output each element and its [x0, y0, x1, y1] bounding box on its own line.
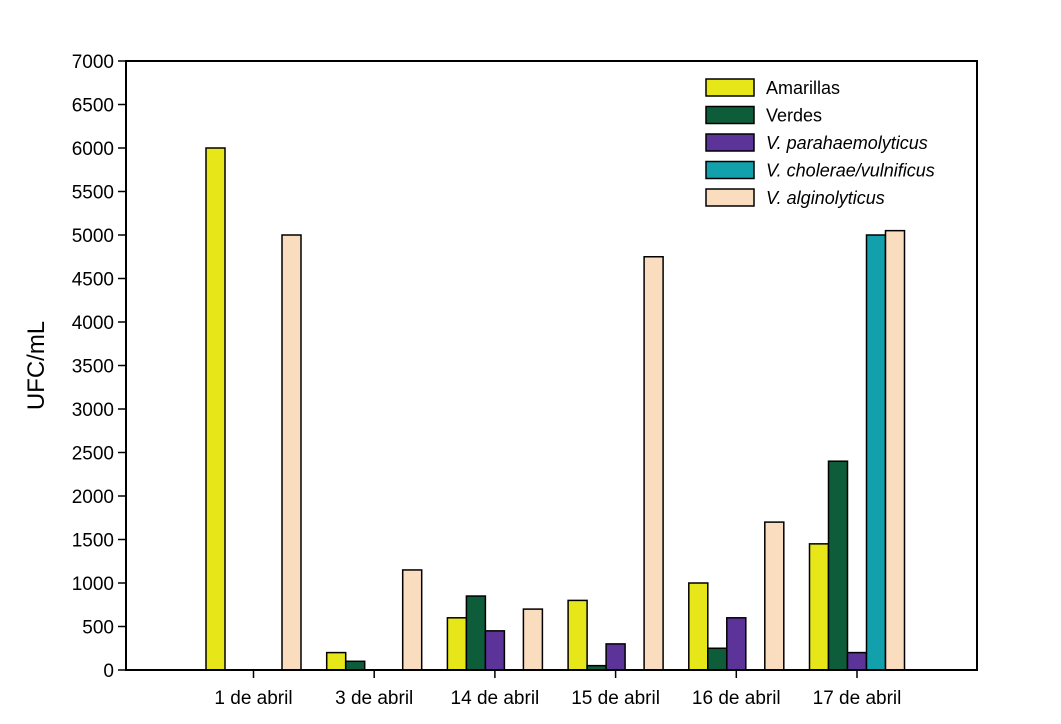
bar: [446, 617, 468, 671]
bars: [205, 147, 906, 671]
x-tick-label: 17 de abril: [813, 688, 902, 709]
y-tick-label: 6500: [72, 96, 114, 117]
y-tick-label: 3500: [72, 357, 114, 378]
y-tick-label: 4000: [72, 313, 114, 334]
x-tick-label: 14 de abril: [451, 688, 540, 709]
bar: [707, 647, 728, 671]
y-tick-label: 2500: [72, 444, 114, 465]
bar: [643, 256, 664, 671]
bar: [522, 608, 544, 671]
y-tick-label: 3000: [72, 400, 114, 421]
bar: [401, 569, 423, 671]
bar: [325, 651, 347, 671]
y-tick-label: 5000: [72, 226, 114, 247]
bar: [688, 582, 709, 671]
y-tick-label: 1500: [72, 531, 114, 552]
x-axis: 1 de abril 3 de abril 14 de abril 15 de abr…: [214, 670, 901, 709]
y-tick-label: 6000: [72, 139, 114, 160]
y-tick-label: 2000: [72, 487, 114, 508]
bar: [567, 599, 588, 671]
legend-label: V. alginolyticus: [766, 188, 885, 208]
x-tick-label: 15 de abril: [571, 688, 660, 709]
bar: [726, 617, 747, 671]
y-axis: 0 500 1000 1500 2000 2500 3000 3500 4000 4500 5000…: [72, 52, 126, 682]
y-axis-title: UFC/mL: [23, 321, 50, 410]
bar: [827, 460, 849, 671]
bar: [884, 229, 906, 671]
legend-label: Amarillas: [766, 78, 840, 98]
bar: [605, 643, 626, 671]
legend-swatch: [705, 133, 755, 152]
bar: [808, 543, 830, 671]
legend: Amarillas Verdes V. parahaemolyticus V. cho…: [705, 78, 935, 208]
legend-swatch: [705, 188, 755, 207]
bar: [344, 660, 366, 671]
legend-label: V. cholerae/vulnificus: [766, 161, 935, 181]
y-tick-label: 0: [103, 661, 114, 682]
plot-frame: [125, 60, 978, 671]
bar: [846, 651, 868, 671]
bar: [865, 234, 887, 671]
legend-label: Verdes: [766, 106, 822, 126]
bar: [205, 147, 226, 671]
legend-swatch: [705, 160, 755, 180]
bar: [281, 234, 302, 671]
y-tick-label: 500: [82, 618, 114, 639]
bar: [465, 595, 487, 671]
y-tick-label: 7000: [72, 52, 114, 73]
x-tick-label: 16 de abril: [692, 688, 781, 709]
legend-label: V. parahaemolyticus: [766, 133, 928, 153]
bar: [764, 521, 785, 671]
x-tick-label: 1 de abril: [214, 688, 292, 709]
legend-swatch: [705, 78, 755, 97]
x-tick-label: 3 de abril: [335, 688, 413, 709]
bar: [484, 630, 506, 671]
legend-swatch: [705, 105, 755, 125]
y-tick-label: 4500: [72, 270, 114, 291]
y-tick-label: 5500: [72, 183, 114, 204]
y-tick-label: 1000: [72, 574, 114, 595]
